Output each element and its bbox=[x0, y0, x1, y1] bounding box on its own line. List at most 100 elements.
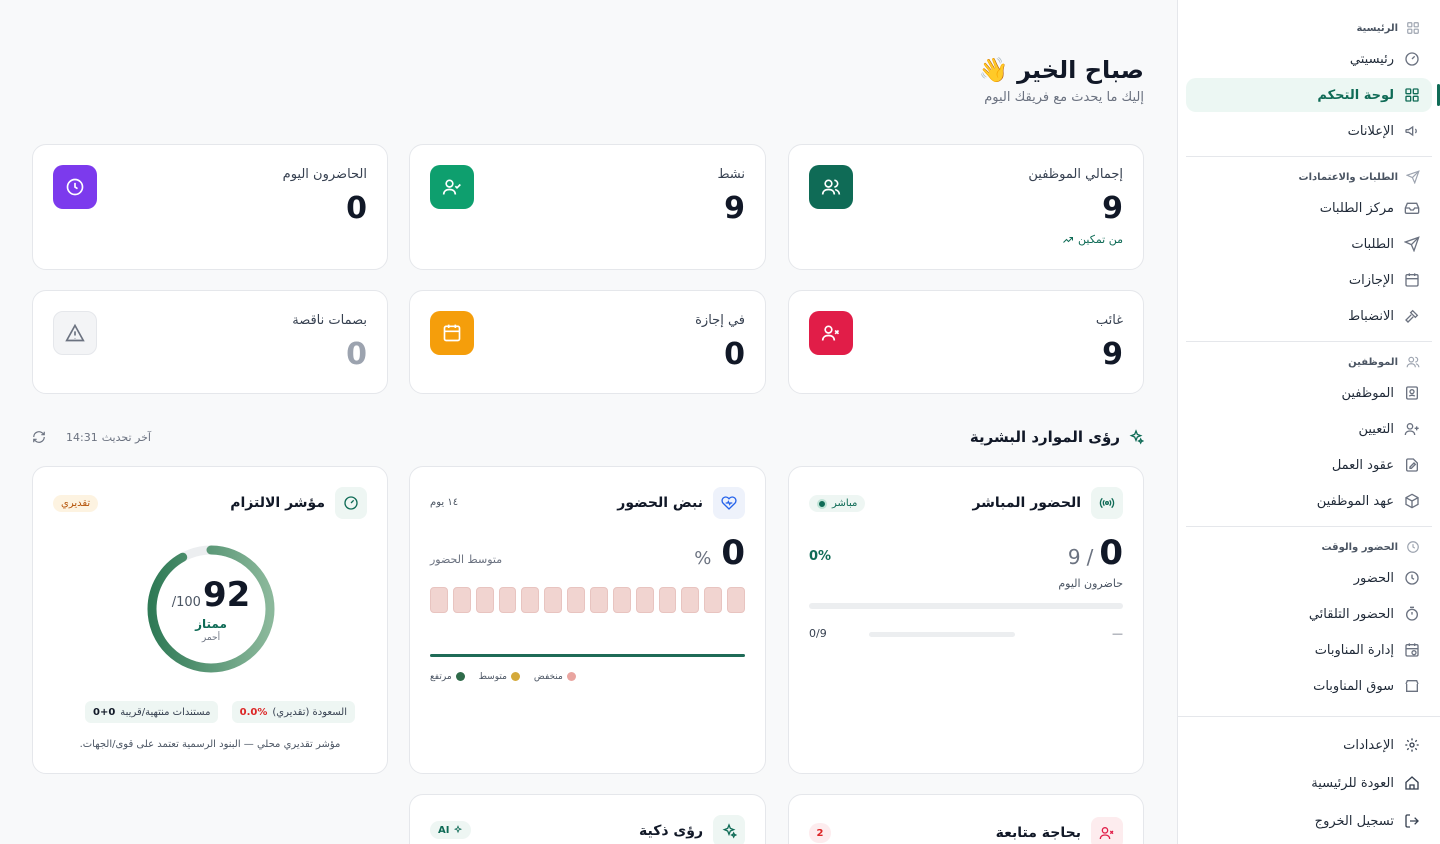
user-x-icon bbox=[821, 325, 840, 341]
pulse-day-bar bbox=[704, 587, 723, 613]
pulse-value: 0 % bbox=[694, 533, 745, 573]
main-content: صباح الخير 👋 إليك ما يحدث مع فريقك اليوم… bbox=[32, 0, 1144, 844]
sidebar-item-auto-attendance[interactable]: الحضور التلقائي bbox=[1186, 597, 1432, 631]
pulse-day-bar bbox=[612, 587, 631, 613]
live-badge-text: مباشر bbox=[832, 498, 858, 509]
stat-badge bbox=[53, 165, 97, 209]
sidebar-item-discipline[interactable]: الانضباط bbox=[1186, 299, 1432, 333]
last-update: آخر تحديث 14:31 bbox=[32, 430, 151, 444]
gear-icon bbox=[1405, 738, 1419, 752]
live-attendance-card[interactable]: الحضور المباشر مباشر 0 / 9 حاضرون اليوم … bbox=[788, 466, 1144, 774]
sub-dash: — bbox=[1112, 627, 1123, 640]
card-header: نبض الحضور bbox=[617, 487, 745, 519]
sparkles-icon bbox=[454, 825, 463, 834]
present-caption: حاضرون اليوم bbox=[1058, 577, 1123, 590]
back-home-link[interactable]: العودة للرئيسية bbox=[1186, 765, 1432, 801]
sidebar-item-announcements[interactable]: الإعلانات bbox=[1186, 114, 1432, 148]
sidebar-nav[interactable]: الرئيسية رئيسيتي لوحة التحكم الإعلانات ا… bbox=[1178, 0, 1440, 716]
pulse-line bbox=[430, 654, 745, 657]
sidebar-item-hiring[interactable]: التعيين bbox=[1186, 412, 1432, 446]
compliance-note: مؤشر تقديري محلي — البنود الرسمية تعتمد … bbox=[79, 739, 341, 750]
sidebar-item-employees[interactable]: الموظفين bbox=[1186, 376, 1432, 410]
stat-value: 9 bbox=[724, 191, 745, 226]
sidebar-item-dashboard[interactable]: لوحة التحكم bbox=[1186, 78, 1440, 112]
card-header: رؤى ذكية bbox=[639, 815, 745, 844]
logout-icon bbox=[1405, 814, 1419, 828]
smart-insights-card[interactable]: رؤى ذكية AI bbox=[409, 794, 766, 844]
users-icon bbox=[1406, 356, 1420, 368]
wave-emoji: 👋 bbox=[978, 56, 1009, 84]
card-icon bbox=[713, 487, 745, 519]
calendar-icon bbox=[443, 324, 461, 342]
last-update-label: آخر تحديث bbox=[101, 430, 151, 444]
sidebar-item-requests[interactable]: الطلبات bbox=[1186, 227, 1432, 261]
page-subtitle: إليك ما يحدث مع فريقك اليوم bbox=[984, 90, 1144, 105]
stat-value: 0 bbox=[346, 337, 367, 372]
attendance-progress bbox=[809, 603, 1123, 609]
stat-card-present-today[interactable]: الحاضرون اليوم 0 bbox=[32, 144, 388, 270]
ring-progress bbox=[147, 545, 275, 673]
sidebar-item-my-home[interactable]: رئيسيتي bbox=[1186, 42, 1432, 76]
heart-pulse-icon bbox=[721, 496, 737, 510]
score-rating-sub: أحمر bbox=[201, 633, 221, 643]
score-max: /100 bbox=[171, 595, 201, 610]
stat-badge bbox=[53, 311, 97, 355]
attendance-pulse-card[interactable]: نبض الحضور ١٤ يوم 0 % متوسط الحضور منخفض… bbox=[409, 466, 766, 774]
store-icon bbox=[1405, 680, 1419, 692]
greeting-text: صباح الخير bbox=[1017, 56, 1144, 84]
sidebar-item-label: لوحة التحكم bbox=[1317, 87, 1394, 103]
pulse-day-bar bbox=[452, 587, 471, 613]
page-title: صباح الخير 👋 bbox=[979, 56, 1144, 84]
sidebar-item-label: إدارة المناوبات bbox=[1314, 642, 1394, 658]
documents-chip: مستندات منتهية/قريبة 0+0 bbox=[85, 701, 219, 723]
card-title: رؤى ذكية bbox=[639, 823, 703, 839]
stat-card-active[interactable]: نشط 9 bbox=[409, 144, 766, 270]
card-title: الحضور المباشر bbox=[972, 495, 1081, 511]
pulse-day-bar bbox=[498, 587, 517, 613]
timer-icon bbox=[1406, 606, 1418, 621]
sidebar-item-label: الموظفين bbox=[1341, 385, 1394, 401]
stat-card-on-leave[interactable]: في إجازة 0 bbox=[409, 290, 766, 394]
insights-title: رؤى الموارد البشرية bbox=[969, 428, 1120, 446]
sidebar-item-shifts[interactable]: إدارة المناوبات bbox=[1186, 633, 1432, 667]
sidebar-item-leaves[interactable]: الإجازات bbox=[1186, 263, 1432, 297]
compliance-card[interactable]: مؤشر الالتزام تقديري 92 /100 ممتاز أحمر … bbox=[32, 466, 388, 774]
pulse-caption: متوسط الحضور bbox=[430, 553, 503, 566]
settings-link[interactable]: الإعدادات bbox=[1186, 727, 1432, 763]
stat-card-absent[interactable]: غائب 9 bbox=[788, 290, 1144, 394]
sidebar-item-shift-market[interactable]: سوق المناوبات bbox=[1186, 669, 1432, 703]
stat-card-total-employees[interactable]: إجمالي الموظفين 9 من تمكين bbox=[788, 144, 1144, 270]
sidebar-item-requests-center[interactable]: مركز الطلبات bbox=[1186, 191, 1432, 225]
stat-badge bbox=[809, 165, 853, 209]
sidebar-item-contracts[interactable]: عقود العمل bbox=[1186, 448, 1432, 482]
stat-label: في إجازة bbox=[695, 313, 745, 328]
pulse-day-bar bbox=[590, 587, 608, 613]
card-icon bbox=[713, 815, 745, 844]
stat-card-missing-punches[interactable]: بصمات ناقصة 0 bbox=[32, 290, 388, 394]
sidebar-section-title: الحضور والوقت bbox=[1321, 541, 1398, 553]
legend-item-mid: متوسط bbox=[479, 672, 520, 682]
legend-item-high: مرتفع bbox=[430, 672, 465, 682]
logout-link[interactable]: تسجيل الخروج bbox=[1186, 803, 1432, 839]
calendar-icon bbox=[1405, 273, 1419, 287]
sidebar-item-label: مركز الطلبات bbox=[1319, 200, 1394, 216]
dashboard-icon bbox=[1405, 88, 1419, 102]
divider bbox=[1186, 341, 1432, 342]
sidebar-item-label: الانضباط bbox=[1348, 308, 1394, 324]
ai-badge-text: AI bbox=[438, 824, 450, 836]
last-update-time: 14:31 bbox=[66, 430, 98, 444]
sidebar: الرئيسية رئيسيتي لوحة التحكم الإعلانات ا… bbox=[1177, 0, 1440, 844]
card-icon bbox=[1091, 817, 1123, 844]
sidebar-item-custody[interactable]: عهد الموظفين bbox=[1186, 484, 1432, 518]
insights-heading: رؤى الموارد البشرية bbox=[970, 428, 1144, 446]
sidebar-item-attendance[interactable]: الحضور bbox=[1186, 561, 1432, 595]
trend-text: من تمكين bbox=[1078, 233, 1123, 246]
settings-label: الإعدادات bbox=[1343, 737, 1394, 753]
followup-card[interactable]: بحاجة متابعة 2 bbox=[788, 794, 1144, 844]
stat-label: إجمالي الموظفين bbox=[1028, 167, 1123, 182]
sidebar-item-label: الإعلانات bbox=[1347, 123, 1394, 139]
compliance-ring bbox=[147, 545, 275, 673]
refresh-icon[interactable] bbox=[32, 430, 46, 444]
chip-value: 0+0 bbox=[93, 706, 116, 718]
back-home-label: العودة للرئيسية bbox=[1311, 775, 1394, 791]
